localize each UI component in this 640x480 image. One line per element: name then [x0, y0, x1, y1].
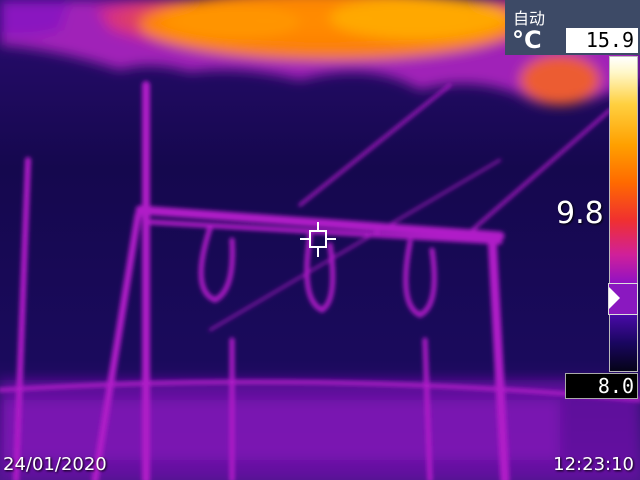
crosshair-icon — [300, 222, 336, 257]
min-temperature: 8.0 — [565, 373, 638, 399]
triangle-right-icon — [609, 287, 620, 309]
center-temperature: 9.8 — [556, 196, 604, 231]
time-stamp: 12:23:10 — [553, 454, 634, 475]
unit-label: °C — [512, 26, 542, 54]
color-scale-bar — [609, 56, 638, 372]
max-temperature: 15.9 — [566, 28, 638, 53]
mode-label: 自动 — [513, 9, 546, 28]
date-stamp: 24/01/2020 — [3, 454, 107, 475]
